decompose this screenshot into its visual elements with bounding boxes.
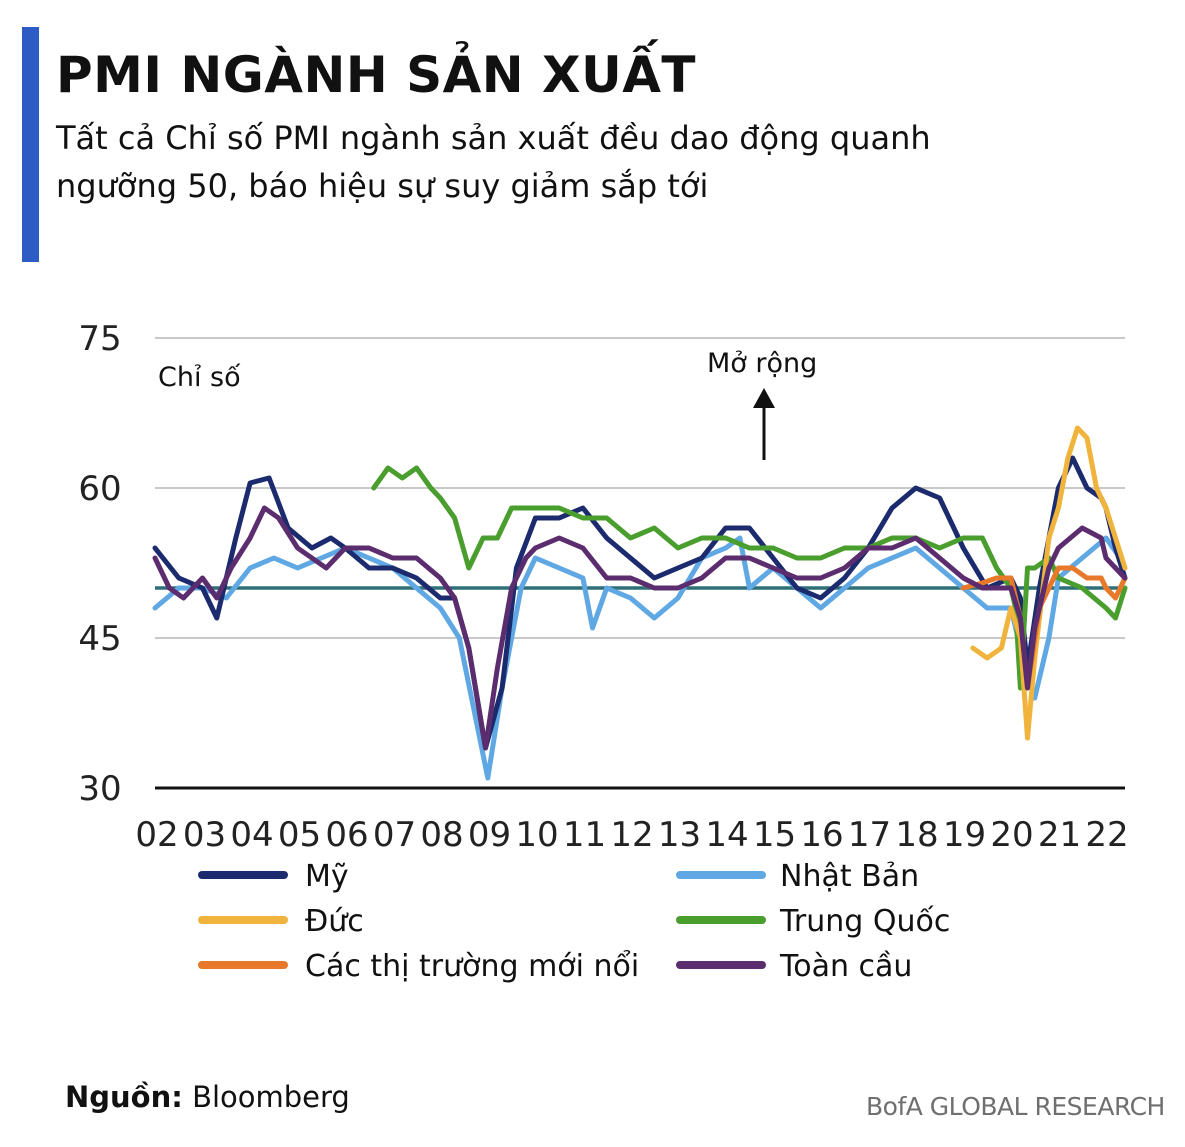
legend-label: Trung Quốc bbox=[779, 904, 950, 939]
x-tick-label: 05 bbox=[278, 815, 321, 855]
x-tick-label: 18 bbox=[895, 815, 938, 855]
source-label: Nguồn: bbox=[65, 1080, 183, 1114]
x-tick-label: 10 bbox=[515, 815, 558, 855]
x-tick-label: 03 bbox=[183, 815, 226, 855]
series-line bbox=[970, 425, 1128, 741]
x-tick-label: 22 bbox=[1085, 815, 1128, 855]
grid-lines bbox=[155, 337, 1125, 790]
legend-label: Nhật Bản bbox=[780, 859, 919, 894]
legend: Mỹ Nhật Bản Đức Trung Quốc Các thị trường mớ… bbox=[198, 859, 950, 984]
x-tick-label: 11 bbox=[563, 815, 606, 855]
y-axis-label: Chỉ số bbox=[158, 362, 241, 393]
legend-label: Đức bbox=[305, 904, 364, 939]
up-arrow-icon bbox=[753, 388, 775, 460]
x-tick-label: 13 bbox=[658, 815, 701, 855]
y-tick-labels: 75 60 45 30 bbox=[78, 319, 121, 809]
page-title: PMI NGÀNH SẢN XUẤT bbox=[56, 46, 697, 104]
x-tick-label: 02 bbox=[135, 815, 178, 855]
legend-label: Các thị trường mới nổi bbox=[305, 948, 639, 984]
series-line bbox=[960, 565, 1128, 691]
legend-label: Toàn cầu bbox=[779, 949, 912, 984]
series-line bbox=[152, 505, 1128, 751]
x-tick-label: 15 bbox=[753, 815, 796, 855]
source-value: Bloomberg bbox=[192, 1080, 350, 1114]
series-line bbox=[371, 465, 1128, 691]
page-subtitle: Tất cả Chỉ số PMI ngành sản xuất đều dao… bbox=[56, 119, 931, 205]
y-tick-label: 30 bbox=[78, 769, 121, 809]
x-tick-label: 12 bbox=[610, 815, 653, 855]
x-tick-label: 06 bbox=[325, 815, 368, 855]
y-tick-label: 75 bbox=[78, 319, 121, 359]
x-tick-label: 20 bbox=[990, 815, 1033, 855]
x-tick-label: 16 bbox=[800, 815, 843, 855]
legend-label: Mỹ bbox=[305, 859, 349, 894]
expansion-annotation: Mở rộng bbox=[707, 348, 817, 379]
x-tick-label: 09 bbox=[468, 815, 511, 855]
series-line bbox=[152, 535, 1123, 781]
y-tick-label: 45 bbox=[78, 619, 121, 659]
x-tick-label: 08 bbox=[420, 815, 463, 855]
x-tick-label: 21 bbox=[1038, 815, 1081, 855]
x-tick-labels: 02 03 04 05 06 07 08 09 10 11 12 13 14 15 16 17 18 19 20 21… bbox=[135, 815, 1128, 855]
x-tick-label: 17 bbox=[848, 815, 891, 855]
accent-bar bbox=[22, 27, 39, 262]
series-lines bbox=[152, 425, 1128, 781]
y-tick-label: 60 bbox=[78, 469, 121, 509]
credit-label: BofA GLOBAL RESEARCH bbox=[866, 1092, 1165, 1121]
x-tick-label: 07 bbox=[373, 815, 416, 855]
x-tick-label: 14 bbox=[705, 815, 748, 855]
x-tick-label: 04 bbox=[230, 815, 273, 855]
source-note: Nguồn: Bloomberg bbox=[65, 1080, 350, 1114]
x-tick-label: 19 bbox=[943, 815, 986, 855]
